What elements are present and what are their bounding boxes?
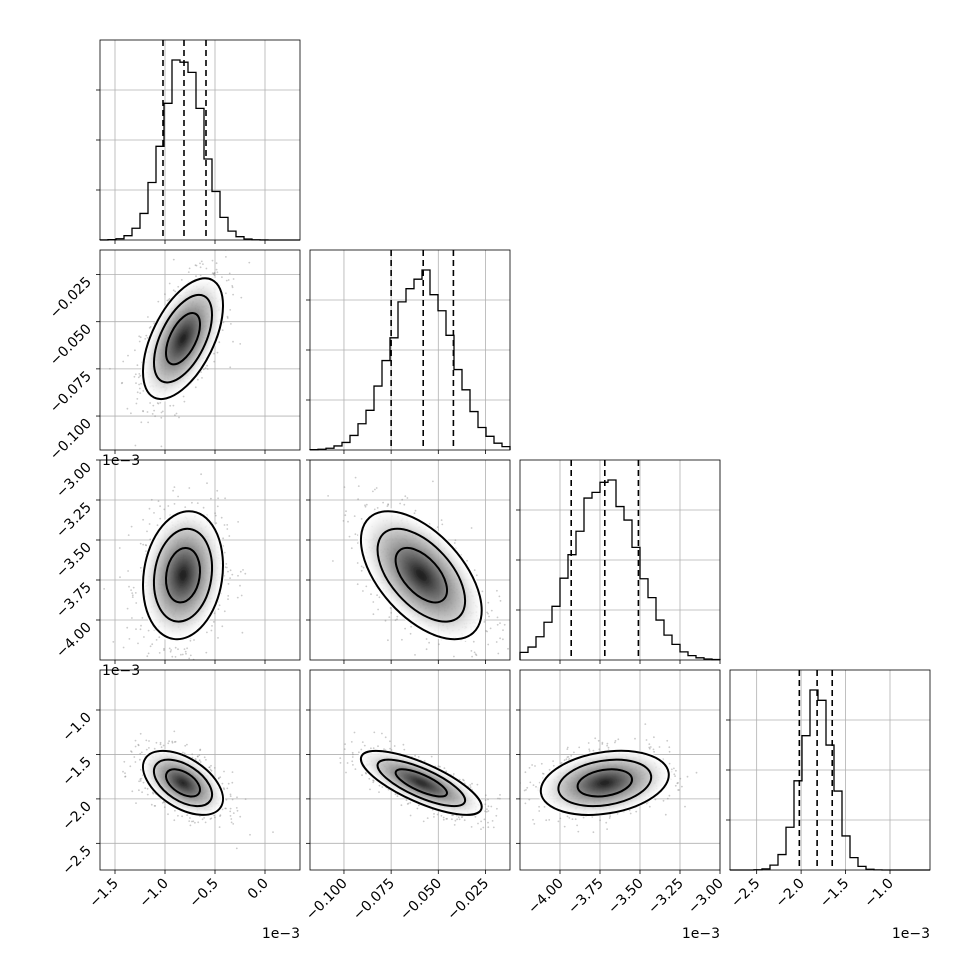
contour-1 bbox=[376, 527, 467, 623]
scatter-panel-3-1: −0.100 −0.075 −0.050 −0.025 bbox=[303, 669, 511, 924]
contour-2 bbox=[165, 547, 201, 604]
x-tick-label-3-1: −2.0 bbox=[773, 876, 808, 911]
x-tick-label-2-1: −3.75 bbox=[565, 876, 607, 918]
density-3-0 bbox=[141, 749, 225, 817]
x-tick-label-0-2: −0.5 bbox=[186, 876, 221, 911]
contour-0 bbox=[359, 510, 483, 641]
scatter-points-2-0 bbox=[103, 473, 247, 660]
x-tick-label-1-1: −0.075 bbox=[350, 876, 398, 924]
y-offset-label-2: 1e−3 bbox=[102, 453, 140, 469]
histogram-1 bbox=[309, 269, 511, 451]
scatter-panel-3-2: −4.00−3.75−3.50−3.25−3.00 1e−3 bbox=[516, 669, 727, 942]
histogram-panel-2 bbox=[516, 459, 721, 664]
x-offset-label-0: 1e−3 bbox=[262, 926, 300, 942]
axes-frame bbox=[99, 459, 301, 661]
y-tick-label-2-1: −3.25 bbox=[53, 500, 95, 542]
x-tick-label-2-4: −3.00 bbox=[685, 876, 727, 918]
y-tick-label-1-0: −0.025 bbox=[47, 274, 95, 322]
density-2-1 bbox=[357, 508, 485, 643]
x-tick-label-0-3: 0.0 bbox=[245, 876, 272, 903]
contour-1 bbox=[153, 758, 213, 808]
scatter-points-1-0 bbox=[109, 250, 251, 448]
x-tick-label-1-3: −0.025 bbox=[444, 876, 492, 924]
scatter-panel-1-0 bbox=[96, 249, 301, 454]
scatter-points-3-0 bbox=[122, 730, 274, 850]
y-tick-label-3-1: −1.5 bbox=[59, 754, 94, 789]
contour-1 bbox=[376, 758, 467, 808]
contour-2 bbox=[165, 312, 201, 366]
y-tick-label-3-3: −2.5 bbox=[59, 843, 94, 878]
y-tick-label-3-2: −2.0 bbox=[59, 798, 94, 833]
contour-1 bbox=[153, 527, 213, 623]
x-tick-label-2-0: −4.00 bbox=[525, 876, 567, 918]
scatter-panel-2-0 bbox=[96, 459, 301, 664]
y-tick-label-1-2: −0.075 bbox=[47, 368, 95, 416]
contour-2 bbox=[165, 768, 201, 798]
contour-0 bbox=[539, 749, 670, 816]
density-2-0 bbox=[141, 508, 225, 643]
contour-0 bbox=[359, 749, 483, 816]
x-tick-label-0-0: −1.5 bbox=[86, 876, 121, 911]
axes-frame bbox=[309, 249, 511, 451]
scatter-panel-3-0: −1.5 −1.0 −0.5 0.0 1e−3 bbox=[86, 669, 301, 942]
axes-frame bbox=[309, 459, 511, 661]
x-tick-label-1-0: −0.100 bbox=[303, 876, 351, 924]
y-tick-label-1-1: −0.050 bbox=[47, 321, 95, 369]
density-3-2 bbox=[537, 749, 672, 817]
contour-1 bbox=[153, 293, 213, 384]
axes-frame bbox=[99, 669, 301, 871]
histogram-panel-0 bbox=[96, 39, 301, 244]
contour-0 bbox=[142, 277, 224, 401]
y-tick-label-2-2: −3.50 bbox=[53, 540, 95, 582]
scatter-points-2-1 bbox=[327, 476, 510, 658]
y-tick-label-2-0: −3.00 bbox=[53, 460, 95, 502]
axes-frame bbox=[519, 669, 721, 871]
x-offset-label-2: 1e−3 bbox=[682, 926, 720, 942]
density-1-0 bbox=[141, 275, 225, 403]
y-offset-label-3: 1e−3 bbox=[102, 663, 140, 679]
histogram-2 bbox=[519, 479, 721, 661]
axes-frame bbox=[309, 669, 511, 871]
axes-frame bbox=[99, 39, 301, 241]
scatter-panel-2-1 bbox=[306, 459, 511, 664]
x-tick-label-3-2: −1.5 bbox=[817, 876, 852, 911]
y-tick-label-2-4: −4.00 bbox=[53, 620, 95, 662]
contour-2 bbox=[576, 768, 633, 798]
scatter-points-3-1 bbox=[339, 731, 501, 830]
x-tick-label-2-3: −3.25 bbox=[645, 876, 687, 918]
histogram-panel-3: −2.5 −2.0 −1.5 −1.0 1e−3 bbox=[726, 669, 931, 942]
x-tick-label-3-3: −1.0 bbox=[861, 876, 896, 911]
y-tick-label-2-3: −3.75 bbox=[53, 580, 95, 622]
axes-frame bbox=[729, 669, 931, 871]
contour-2 bbox=[394, 768, 448, 798]
contour-0 bbox=[141, 749, 225, 816]
density-3-1 bbox=[357, 749, 485, 817]
histogram-panel-1 bbox=[306, 249, 511, 454]
axes-frame bbox=[519, 459, 721, 661]
axes-frame bbox=[99, 249, 301, 451]
y-tick-label-1-3: −0.100 bbox=[47, 416, 95, 464]
scatter-points-3-2 bbox=[520, 723, 698, 834]
x-tick-label-2-2: −3.50 bbox=[605, 876, 647, 918]
contour-1 bbox=[557, 758, 653, 808]
x-offset-label-3: 1e−3 bbox=[892, 926, 930, 942]
x-tick-label-0-1: −1.0 bbox=[136, 876, 171, 911]
y-tick-label-3-0: −1.0 bbox=[59, 710, 94, 745]
contour-0 bbox=[142, 510, 224, 641]
contour-2 bbox=[394, 547, 448, 604]
x-tick-label-1-2: −0.050 bbox=[397, 876, 445, 924]
x-tick-label-3-0: −2.5 bbox=[728, 876, 763, 911]
